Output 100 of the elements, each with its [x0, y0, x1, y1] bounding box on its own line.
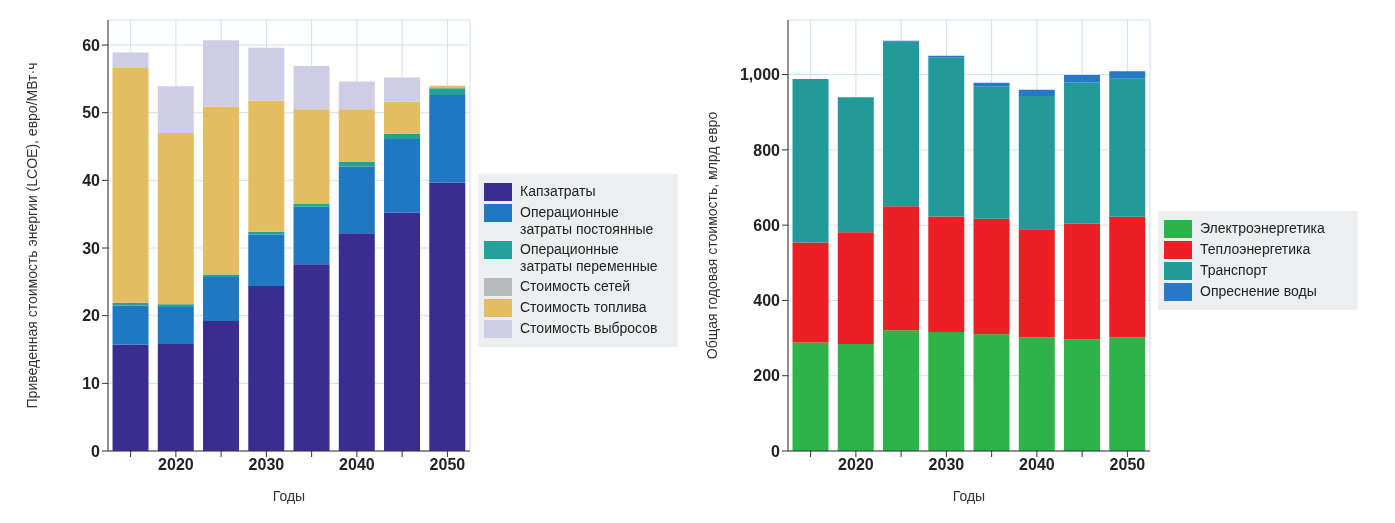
x-tick-label: 2040 — [339, 456, 375, 474]
legend-label: Операционные затраты постоянные — [520, 204, 655, 238]
bar — [883, 41, 920, 207]
bar — [203, 106, 240, 275]
y-tick-label: 200 — [753, 367, 781, 385]
bar — [429, 95, 466, 183]
bar — [338, 166, 375, 234]
bar — [112, 305, 149, 345]
bar — [792, 242, 829, 343]
bar — [384, 101, 421, 134]
bar — [1109, 71, 1146, 79]
x-tick-label: 2030 — [248, 456, 285, 474]
bar — [973, 86, 1010, 219]
y-tick-label: 30 — [82, 239, 101, 257]
legend-label: Транспорт — [1200, 262, 1268, 279]
bar — [1109, 216, 1146, 338]
bar — [1018, 337, 1055, 451]
bar — [293, 206, 330, 265]
legend-label: Опреснение воды — [1200, 283, 1317, 300]
bar — [338, 109, 375, 163]
bar — [112, 68, 149, 303]
y-tick-label: 40 — [82, 172, 101, 190]
bar — [384, 139, 421, 213]
bar — [883, 206, 920, 331]
y-axis-title: Приведенная стоимость энергии (LCOE), евро/МВт·ч — [23, 62, 40, 409]
legend-label: Операционные затраты переменные — [520, 241, 659, 275]
y-tick-label: 600 — [753, 216, 781, 234]
bar — [203, 40, 240, 107]
bar — [112, 52, 149, 69]
bar — [112, 302, 149, 306]
bar — [928, 57, 965, 217]
bar — [883, 330, 920, 451]
x-tick-label: 2020 — [838, 456, 874, 474]
x-tick-label: 2050 — [429, 456, 466, 474]
bar — [1018, 89, 1055, 97]
legend-label: Стоимость сетей — [520, 278, 631, 295]
bar — [1109, 78, 1146, 217]
y-tick-label: 10 — [82, 375, 101, 393]
x-axis-title: Годы — [272, 488, 306, 504]
x-tick-label: 2050 — [1109, 456, 1146, 474]
bar — [1018, 96, 1055, 230]
bar — [1018, 229, 1055, 338]
legend-label: Электроэнергетика — [1200, 220, 1325, 237]
bar — [248, 285, 285, 451]
bar — [157, 306, 194, 345]
bar — [1064, 223, 1101, 340]
bar — [837, 232, 874, 345]
x-tick-label: 2040 — [1019, 456, 1055, 474]
bar — [384, 77, 421, 102]
x-tick-label: 2020 — [158, 456, 194, 474]
bar — [157, 86, 194, 133]
bar — [293, 264, 330, 451]
y-tick-label: 60 — [82, 36, 101, 54]
x-tick-label: 2030 — [928, 456, 965, 474]
bar — [157, 132, 194, 305]
bar — [1109, 337, 1146, 451]
y-tick-label: 0 — [771, 442, 781, 460]
y-tick-label: 800 — [753, 141, 781, 159]
y-axis-title: Общая годовая стоимость, млрд евро — [703, 111, 720, 360]
bar — [429, 88, 466, 96]
bar — [837, 344, 874, 451]
bar — [792, 79, 829, 243]
y-tick-label: 1,000 — [739, 66, 781, 84]
bar — [248, 47, 285, 101]
x-axis-title: Годы — [952, 488, 986, 504]
bar — [203, 274, 240, 278]
legend-label: Теплоэнергетика — [1200, 241, 1311, 258]
bar — [203, 277, 240, 322]
bar — [293, 109, 330, 205]
bar — [837, 97, 874, 233]
bar — [157, 344, 194, 451]
bar — [1064, 74, 1101, 83]
legend-label: Стоимость топлива — [520, 299, 647, 316]
bar — [973, 218, 1010, 335]
bar — [248, 100, 285, 232]
bar — [384, 212, 421, 451]
y-tick-label: 20 — [82, 307, 101, 325]
bar — [112, 344, 149, 451]
bar — [1064, 339, 1101, 451]
bar — [338, 233, 375, 451]
y-tick-label: 50 — [82, 104, 101, 122]
bar — [1064, 82, 1101, 224]
bar — [338, 81, 375, 110]
legend-label: Стоимость выбросов — [520, 320, 658, 337]
legend-label: Капзатраты — [520, 183, 596, 200]
bar — [384, 133, 421, 140]
bar — [973, 82, 1010, 87]
bar — [429, 182, 466, 451]
y-tick-label: 400 — [753, 292, 781, 310]
y-tick-label: 0 — [91, 442, 101, 460]
bar — [338, 162, 375, 167]
bar — [157, 304, 194, 307]
bar — [928, 216, 965, 333]
bar — [928, 332, 965, 451]
bar — [973, 334, 1010, 451]
bar — [293, 204, 330, 207]
bar — [792, 342, 829, 451]
bar — [248, 234, 285, 286]
bar — [293, 66, 330, 110]
bar — [203, 321, 240, 451]
